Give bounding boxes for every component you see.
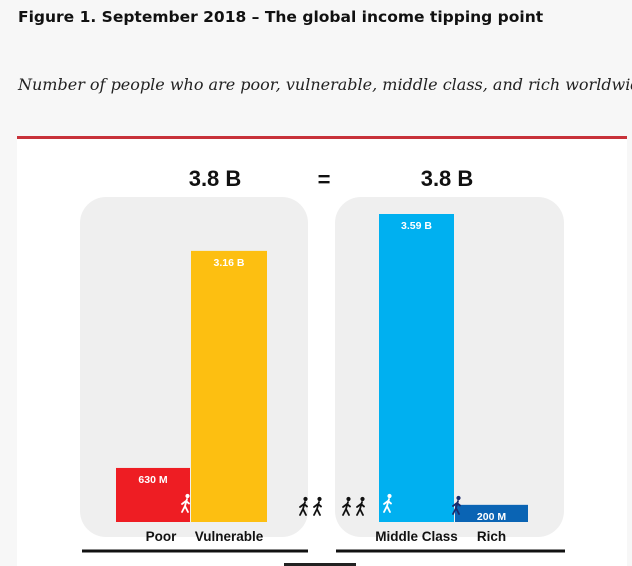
equals-sign: = bbox=[318, 167, 331, 192]
walking-person-icon bbox=[342, 496, 351, 516]
figure-subtitle: Number of people who are poor, vulnerabl… bbox=[18, 75, 632, 94]
title-divider bbox=[17, 136, 627, 139]
category-label: Poor bbox=[146, 529, 177, 544]
data-label: 630 M bbox=[138, 474, 167, 486]
bar-poor bbox=[116, 467, 190, 522]
bar-vulnerable bbox=[191, 250, 267, 522]
walking-person-icon bbox=[299, 496, 308, 516]
bar-rich bbox=[455, 504, 528, 522]
walking-person-icon bbox=[452, 495, 461, 515]
figure-title: Figure 1. September 2018 – The global in… bbox=[18, 8, 544, 26]
walking-person-icon bbox=[313, 496, 322, 516]
data-label: 3.16 B bbox=[214, 257, 245, 269]
walking-person-icon bbox=[181, 493, 190, 513]
group-total-label: 3.8 B bbox=[421, 166, 474, 191]
category-label: Middle Class bbox=[375, 529, 458, 544]
data-label: 3.59 B bbox=[401, 220, 432, 232]
chart-area: 3.8 B 3.8 B = 630 M Poor 3.16 B Vulnerable 3.59… bbox=[17, 139, 627, 566]
group-total-label: 3.8 B bbox=[189, 166, 242, 191]
bar-middle-class bbox=[379, 214, 454, 522]
category-label: Rich bbox=[477, 529, 506, 544]
income-bar-chart: 3.8 B 3.8 B = 630 M Poor 3.16 B Vulnerable 3.59… bbox=[80, 166, 565, 553]
bottom-divider bbox=[284, 563, 356, 566]
walking-person-icon bbox=[356, 496, 365, 516]
data-label: 200 M bbox=[477, 511, 506, 523]
walking-person-icon bbox=[383, 493, 392, 513]
category-label: Vulnerable bbox=[195, 529, 264, 544]
